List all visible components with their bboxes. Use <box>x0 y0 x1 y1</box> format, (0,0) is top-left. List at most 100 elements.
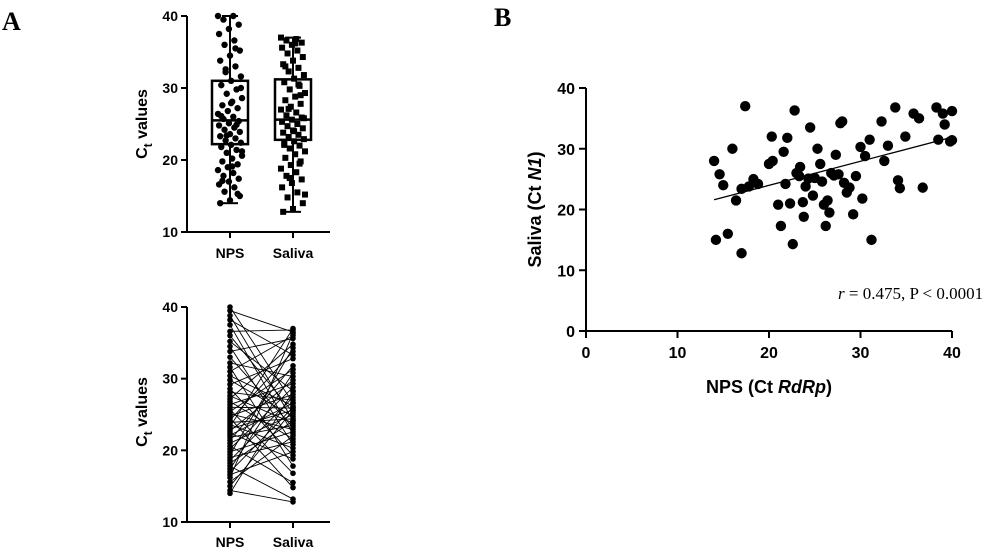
box-point-saliva <box>284 194 291 201</box>
box-y-tick-label: 40 <box>162 8 178 24</box>
pair-point-saliva <box>290 411 296 418</box>
box-point-nps <box>215 30 223 38</box>
scatter-point <box>879 155 890 167</box>
pair-line <box>229 347 294 455</box>
pair-line <box>229 333 294 478</box>
scatter-point <box>833 169 844 180</box>
box-point-saliva <box>293 36 300 43</box>
box-point-nps <box>219 158 226 165</box>
box-point-saliva <box>294 121 301 127</box>
box-y-axis-label-text: Ct values <box>134 89 155 159</box>
box-point-saliva <box>284 123 291 130</box>
box-point-saliva <box>279 44 286 51</box>
pair-point-saliva <box>290 384 296 391</box>
pair-line <box>229 391 294 401</box>
box-point-saliva <box>283 112 290 119</box>
pair-point-saliva <box>290 470 296 477</box>
box-point-nps <box>237 84 245 92</box>
box-point-saliva <box>288 41 295 48</box>
scatter-point <box>830 149 841 161</box>
scatter-y-axis-label-text: Saliva (Ct N1) <box>525 151 545 267</box>
box-point-nps <box>238 94 246 102</box>
box-point-saliva <box>280 208 287 215</box>
box-point-nps <box>228 155 236 162</box>
pair-point-nps <box>227 373 233 379</box>
pair-x-tick-label: NPS <box>216 534 245 550</box>
pair-point-saliva <box>290 400 296 406</box>
pair-line <box>229 391 294 494</box>
scatter-point <box>778 146 789 157</box>
box-point-saliva <box>294 47 301 54</box>
pair-y-tick-label: 10 <box>162 514 178 530</box>
pair-line <box>229 319 294 356</box>
box-point-saliva <box>299 125 306 132</box>
pair-line <box>229 424 294 438</box>
scatter-point <box>816 176 828 187</box>
pair-point-nps <box>227 332 233 339</box>
box-point-saliva <box>295 64 302 71</box>
box-point-saliva <box>290 205 296 212</box>
scatter-point <box>730 195 742 206</box>
box-point-saliva <box>279 184 286 191</box>
box-point-saliva <box>298 39 305 46</box>
scatter-point <box>766 131 777 142</box>
pair-point-saliva <box>290 330 296 337</box>
box-point-nps <box>227 141 235 149</box>
box-point-nps <box>234 104 241 112</box>
scatter-point <box>890 102 901 113</box>
box-point-nps <box>223 90 230 97</box>
scatter-point <box>822 195 833 206</box>
pair-point-nps <box>227 377 233 383</box>
box-point-saliva <box>278 34 284 41</box>
pair-y-tick-label: 30 <box>162 371 178 387</box>
pair-y-axis-label-text: Ct values <box>134 377 155 447</box>
scatter-point <box>850 170 862 182</box>
pair-point-saliva <box>290 428 296 435</box>
scatter-point <box>710 234 722 246</box>
box-point-saliva <box>297 100 304 107</box>
pair-line <box>229 368 294 413</box>
box-point-nps <box>214 166 222 174</box>
box-y-axis-label: Ct values <box>134 89 155 159</box>
box-point-saliva <box>296 160 303 167</box>
pair-point-saliva <box>290 418 296 424</box>
scatter-point <box>708 155 720 167</box>
box-point-saliva <box>296 142 303 149</box>
scatter-chart: 0 10 20 30 40 0 10 20 30 40 NPS (Ct RdRp) Saliva (C… <box>525 81 983 397</box>
box-point-nps <box>233 121 240 128</box>
box-point-nps <box>232 135 239 142</box>
pair-line <box>229 366 294 467</box>
scatter-point <box>740 101 751 112</box>
pair-point-saliva <box>290 438 296 445</box>
scatter-point <box>946 135 958 146</box>
pair-line <box>229 379 294 418</box>
boxplot-chart: 10 20 30 40 NPS Saliva Ct values <box>134 8 330 261</box>
box-point-nps <box>222 66 229 73</box>
scatter-point <box>780 178 791 190</box>
box-point-nps <box>225 120 233 127</box>
pair-point-nps <box>227 328 233 335</box>
box-point-nps <box>232 45 239 52</box>
scatter-point <box>866 234 877 246</box>
box-point-saliva <box>285 105 292 112</box>
scatter-x-tick-label: 0 <box>582 345 591 362</box>
box-point-saliva <box>278 165 284 172</box>
box-point-saliva <box>290 57 296 64</box>
pair-line <box>229 490 294 503</box>
box-point-saliva <box>287 162 294 169</box>
pair-line <box>229 409 294 487</box>
box-point-saliva <box>282 154 289 161</box>
scatter-point <box>937 108 949 119</box>
box-point-saliva <box>299 54 306 61</box>
scatter-point <box>882 140 894 151</box>
box-point-saliva <box>286 145 293 152</box>
scatter-point <box>804 122 816 133</box>
pair-point-saliva <box>290 355 296 362</box>
pair-point-nps <box>227 338 233 345</box>
panel-label-a: A <box>2 7 21 36</box>
scatter-point <box>798 211 809 222</box>
box-point-saliva <box>285 133 292 140</box>
scatter-point <box>855 141 866 153</box>
box-point-saliva <box>291 75 298 82</box>
